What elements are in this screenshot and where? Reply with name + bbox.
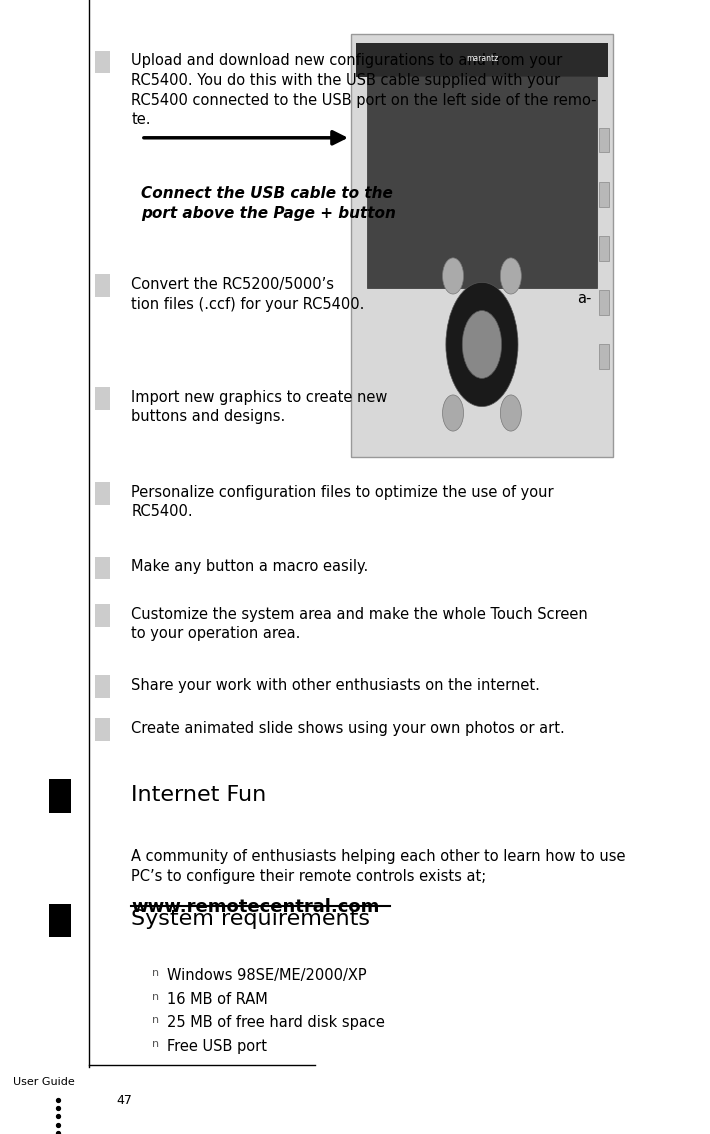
Circle shape (501, 395, 521, 431)
Bar (351, 34, 613, 457)
Text: n: n (152, 1039, 159, 1049)
Text: Make any button a macro easily.: Make any button a macro easily. (131, 559, 368, 574)
Bar (49, 779, 71, 813)
Text: n: n (152, 991, 159, 1001)
Text: Connect the USB cable to the
port above the Page + button: Connect the USB cable to the port above … (141, 186, 396, 221)
Text: System requirements: System requirements (131, 909, 370, 929)
Text: Import new graphics to create new
buttons and designs.: Import new graphics to create new button… (131, 390, 388, 424)
Bar (95, 676, 109, 699)
Bar (49, 904, 71, 938)
Bar (95, 482, 109, 505)
Text: Internet Fun: Internet Fun (131, 785, 266, 805)
Text: a-: a- (577, 291, 591, 306)
Bar (599, 181, 609, 206)
Bar (356, 43, 608, 77)
Text: Windows 98SE/ME/2000/XP: Windows 98SE/ME/2000/XP (167, 968, 367, 983)
Text: 16 MB of RAM: 16 MB of RAM (167, 991, 268, 1007)
Text: n: n (152, 1015, 159, 1025)
Bar (95, 718, 109, 741)
Text: Share your work with other enthusiasts on the internet.: Share your work with other enthusiasts o… (131, 678, 540, 693)
Circle shape (501, 257, 521, 294)
Bar (599, 290, 609, 315)
Bar (95, 604, 109, 627)
Circle shape (462, 311, 501, 379)
Text: Upload and download new configurations to and from your
RC5400. You do this with: Upload and download new configurations t… (131, 53, 596, 127)
Bar (95, 557, 109, 579)
Text: User Guide: User Guide (13, 1077, 75, 1088)
Bar (367, 76, 596, 288)
Text: marantz: marantz (466, 54, 498, 64)
Text: Create animated slide shows using your own photos or art.: Create animated slide shows using your o… (131, 720, 565, 736)
Text: Convert the RC5200/5000’s
tion files (.ccf) for your RC5400.: Convert the RC5200/5000’s tion files (.c… (131, 277, 364, 312)
Text: www.remotecentral.com: www.remotecentral.com (131, 898, 380, 916)
Text: n: n (152, 968, 159, 978)
Bar (599, 128, 609, 152)
Bar (95, 51, 109, 74)
Bar (95, 274, 109, 297)
Bar (95, 388, 109, 411)
Bar (599, 236, 609, 261)
Text: Free USB port: Free USB port (167, 1039, 267, 1055)
Circle shape (446, 282, 518, 407)
Text: Customize the system area and make the whole Touch Screen
to your operation area: Customize the system area and make the w… (131, 607, 588, 642)
Circle shape (442, 257, 464, 294)
Circle shape (442, 395, 464, 431)
Text: A community of enthusiasts helping each other to learn how to use
PC’s to config: A community of enthusiasts helping each … (131, 849, 626, 885)
Bar (599, 345, 609, 370)
Text: 47: 47 (116, 1093, 133, 1107)
Text: Personalize configuration files to optimize the use of your
RC5400.: Personalize configuration files to optim… (131, 484, 554, 519)
Text: 25 MB of free hard disk space: 25 MB of free hard disk space (167, 1015, 385, 1031)
